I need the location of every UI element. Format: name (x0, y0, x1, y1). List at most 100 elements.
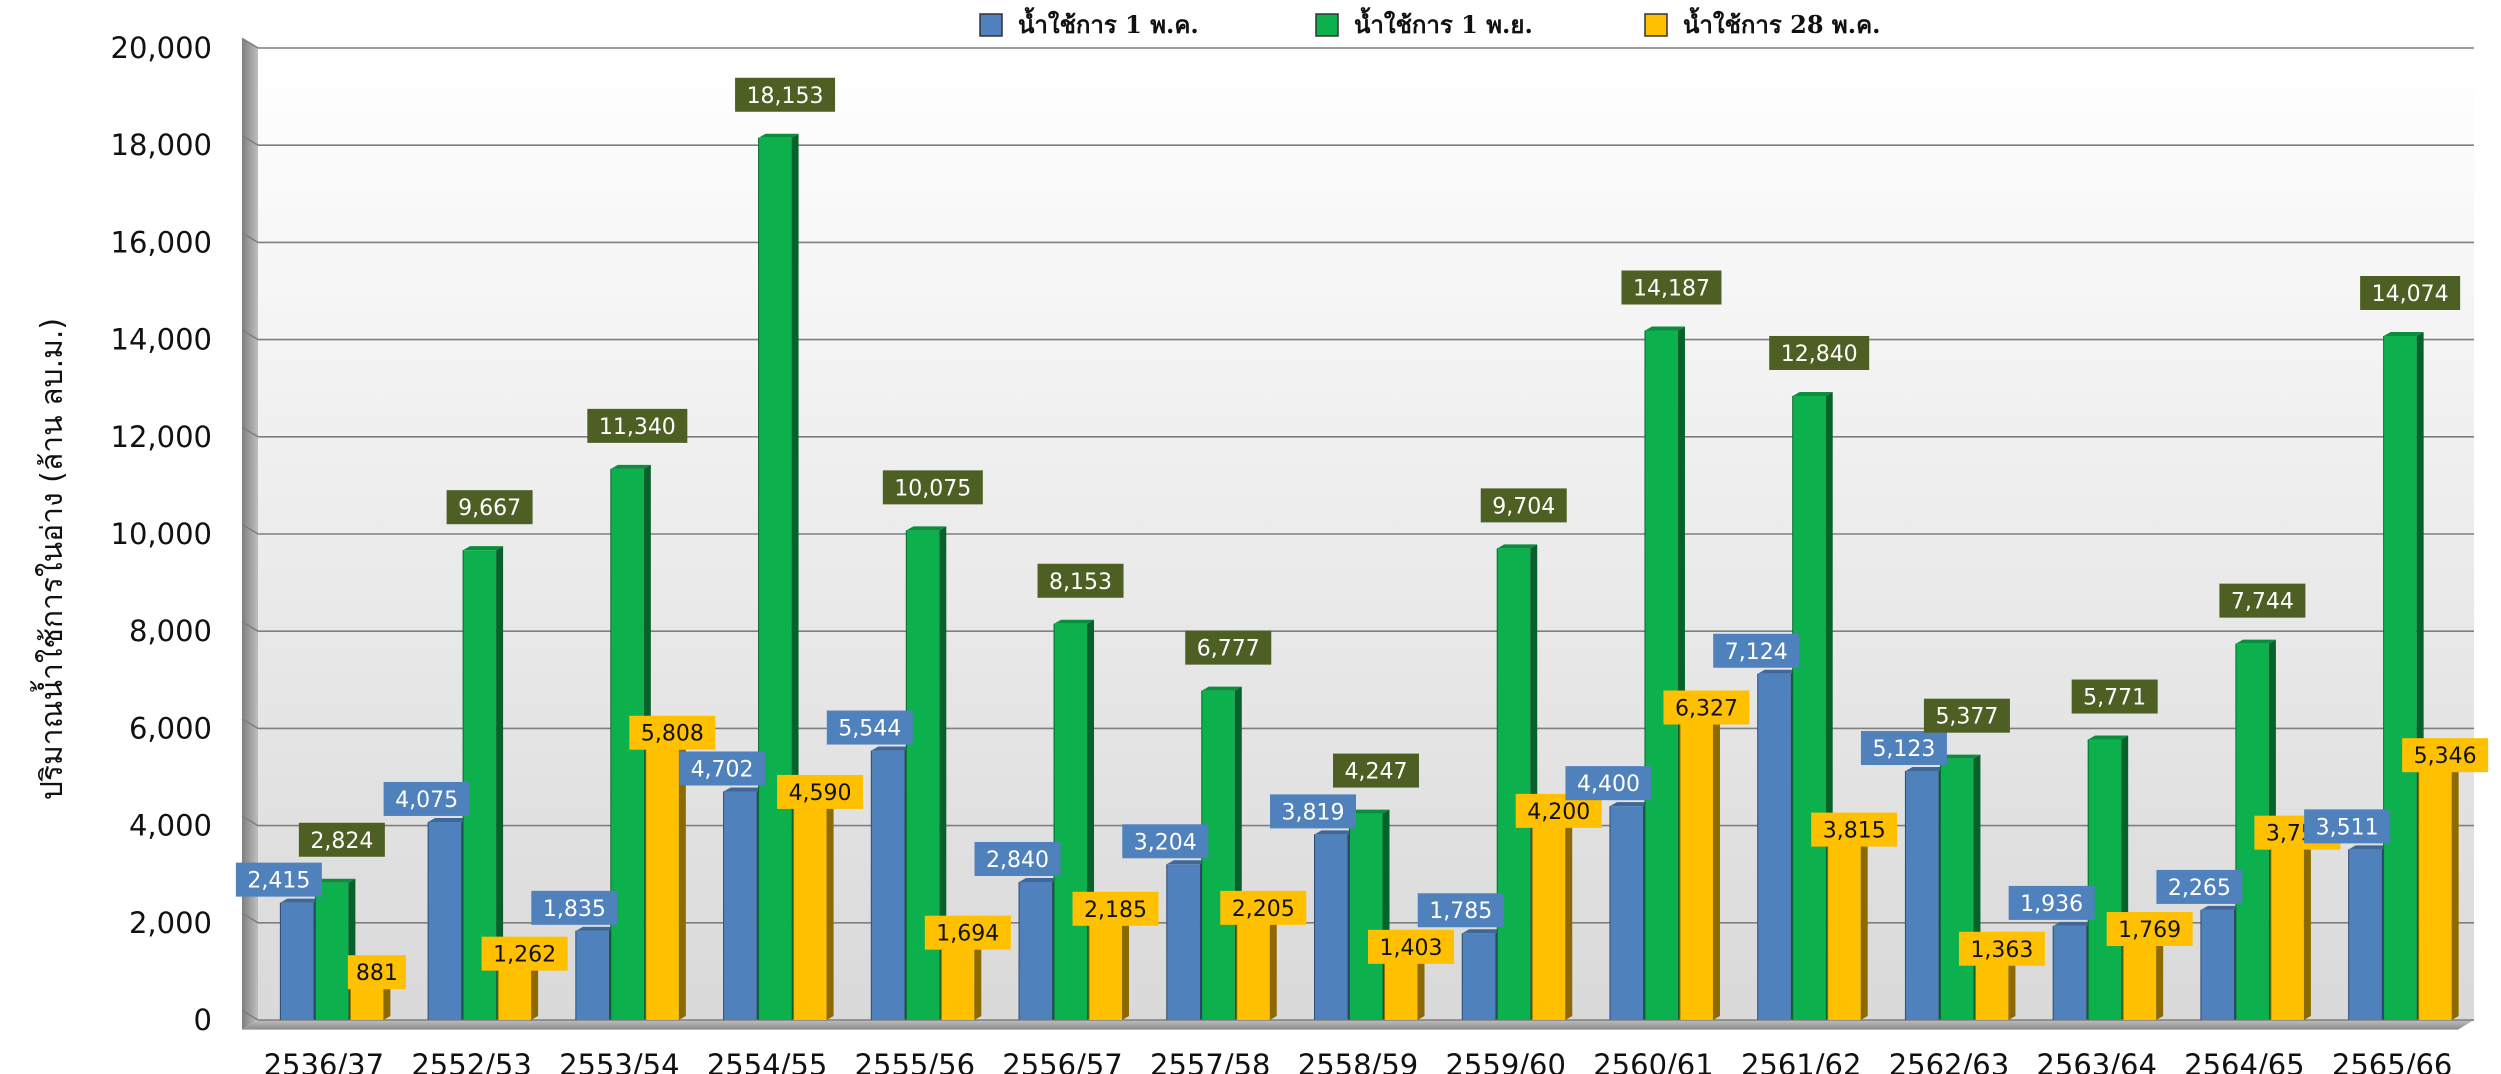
bar-top (1940, 754, 1981, 759)
data-label: 5,377 (1923, 698, 2010, 733)
data-label: 4,247 (1333, 753, 1419, 788)
data-label-text: 4,075 (395, 788, 458, 813)
x-category-label: 2553/54 (559, 1048, 679, 1074)
data-label-text: 2,824 (310, 829, 373, 854)
bar (1609, 802, 1650, 1020)
data-label-text: 5,544 (838, 717, 901, 742)
data-label-box (587, 408, 688, 443)
bar-top (2348, 845, 2389, 850)
bar-front (2383, 336, 2417, 1020)
bar-front (1497, 548, 1531, 1020)
bar-front (2270, 837, 2304, 1020)
bar-side (2303, 833, 2311, 1020)
y-tick-label: 6,000 (129, 711, 212, 745)
bar (1461, 929, 1503, 1020)
bar (2348, 845, 2389, 1020)
data-label-text: 11,340 (599, 415, 676, 440)
data-label: 1,936 (2008, 885, 2095, 920)
data-label-text: 881 (356, 961, 398, 986)
bar-top (871, 746, 912, 751)
data-label-box (1072, 891, 1159, 926)
data-label-text: 5,123 (1872, 737, 1935, 762)
data-label-box (1958, 931, 2045, 966)
data-label: 4,400 (1565, 766, 1652, 801)
bar-front (645, 737, 679, 1020)
data-label: 5,771 (2071, 679, 2158, 714)
bar-top (758, 133, 799, 138)
x-category-label: 2561/62 (1741, 1048, 1861, 1074)
y-axis-title: ปริมาณน้ำใช้การในอ่าง (ล้าน ลบ.ม.) (30, 318, 70, 800)
bar-front (428, 821, 462, 1020)
data-label-text: 6,777 (1197, 637, 1260, 662)
data-label-text: 7,124 (1725, 640, 1788, 665)
bar-top (1792, 391, 1833, 396)
x-category-label: 2565/66 (2332, 1048, 2452, 1074)
data-label: 7,124 (1713, 633, 1800, 668)
bar-front (1019, 881, 1053, 1020)
bar (1314, 830, 1355, 1020)
data-label: 5,346 (2402, 738, 2489, 773)
x-category-label: 2564/65 (2184, 1048, 2304, 1074)
data-label-box (2219, 583, 2306, 618)
bar (1496, 544, 1538, 1020)
bar-top (1019, 877, 1060, 882)
gridline-side (241, 426, 259, 438)
data-label: 12,840 (1769, 335, 1870, 370)
data-label: 2,185 (1072, 891, 1159, 926)
bar-side (2451, 756, 2459, 1020)
bar (793, 792, 834, 1020)
bar-top (2383, 332, 2424, 337)
data-label-box (481, 936, 568, 971)
bar (1827, 830, 1868, 1020)
data-label-box (1220, 890, 1307, 925)
bar (2122, 930, 2164, 1020)
data-label-box (2304, 809, 2391, 844)
data-label: 1,835 (531, 890, 618, 925)
bar-top (1314, 830, 1355, 835)
bar-front (1236, 912, 1270, 1020)
gridline-side (241, 232, 259, 244)
data-label-text: 3,204 (1134, 830, 1197, 855)
bar (1018, 877, 1060, 1020)
data-label: 5,123 (1860, 731, 1947, 766)
data-label-box (1663, 690, 1750, 725)
data-label-text: 1,835 (543, 897, 606, 922)
data-label-text: 7,744 (2231, 590, 2294, 615)
y-tick-label: 14,000 (111, 323, 212, 357)
bar-top (280, 898, 321, 903)
bar-front (1644, 330, 1678, 1020)
bar-top (1462, 929, 1503, 934)
bar-front (2088, 739, 2122, 1020)
data-label: 3,815 (1811, 812, 1898, 847)
x-category-label: 2554/55 (707, 1048, 827, 1074)
data-label-box (1811, 812, 1898, 847)
data-label-box (1860, 731, 1947, 766)
data-label-text: 5,771 (2083, 686, 2146, 711)
data-label-box (1565, 766, 1652, 801)
data-label-text: 4,247 (1345, 760, 1408, 785)
data-label-box (629, 715, 716, 750)
bar (1088, 909, 1130, 1020)
data-label: 10,075 (882, 470, 983, 505)
bar-side (939, 526, 947, 1020)
data-label-text: 4,200 (1527, 800, 1590, 825)
data-label-box (2360, 276, 2461, 311)
bar-top (575, 926, 616, 931)
bar-front (1089, 913, 1123, 1020)
data-label: 1,262 (481, 936, 568, 971)
data-label: 9,704 (1480, 488, 1567, 523)
gridline-side (241, 134, 259, 146)
data-label-text: 1,694 (936, 922, 999, 947)
y-tick-label: 18,000 (111, 128, 212, 162)
bar (1757, 669, 1798, 1020)
data-label-text: 14,187 (1633, 277, 1710, 302)
bar (1349, 809, 1390, 1020)
data-label: 3,511 (2304, 809, 2391, 844)
data-label: 2,824 (298, 822, 385, 857)
bar-front (1792, 395, 1826, 1020)
bar-front (723, 791, 757, 1020)
data-label-box (2402, 738, 2489, 773)
data-label-box (826, 710, 913, 745)
data-label-text: 9,704 (1492, 494, 1555, 519)
bar-side (678, 733, 686, 1020)
